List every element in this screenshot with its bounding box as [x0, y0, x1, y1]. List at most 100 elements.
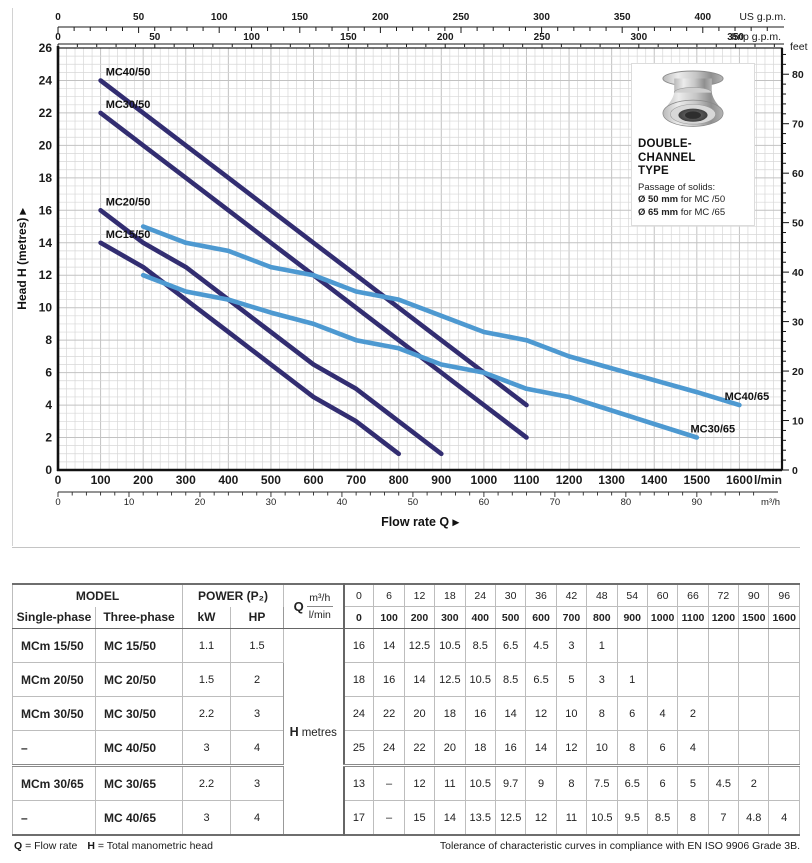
head-value: 18: [464, 730, 496, 766]
svg-text:100: 100: [243, 32, 260, 43]
svg-text:200: 200: [133, 473, 153, 487]
svg-text:500: 500: [261, 473, 281, 487]
svg-text:1400: 1400: [641, 473, 668, 487]
svg-text:16: 16: [39, 203, 53, 217]
svg-text:26: 26: [39, 41, 53, 55]
head-value: 18: [434, 696, 466, 731]
svg-text:2: 2: [45, 431, 52, 445]
head-value: 4: [768, 800, 800, 836]
power-hp: 4: [230, 800, 284, 836]
head-value: [677, 628, 709, 663]
head-value: 7: [707, 800, 740, 836]
head-value: 5: [555, 662, 588, 697]
head-value: 1: [616, 662, 648, 697]
curve-label-MC15-50: MC15/50: [106, 229, 151, 241]
m3h-tick: 30: [494, 583, 527, 607]
head-value: 6: [646, 764, 679, 801]
svg-text:80: 80: [792, 69, 804, 81]
head-value: 17: [342, 800, 375, 836]
head-value: 12: [555, 730, 588, 766]
svg-text:250: 250: [453, 12, 470, 23]
svg-text:20: 20: [195, 497, 206, 508]
m3h-tick: 90: [738, 583, 770, 607]
head-value: [738, 662, 770, 697]
lmin-tick: 1500: [738, 606, 770, 629]
power-kw: 2.2: [182, 696, 231, 731]
head-value: 2: [738, 764, 770, 801]
hp-header: HP: [230, 606, 284, 629]
head-value: [707, 662, 740, 697]
head-value: 3: [586, 662, 618, 697]
head-value: 8.5: [494, 662, 527, 697]
head-value: 12: [403, 764, 436, 801]
head-value: 20: [434, 730, 466, 766]
svg-text:1600: 1600: [726, 473, 753, 487]
svg-text:300: 300: [176, 473, 196, 487]
svg-text:300: 300: [630, 32, 647, 43]
head-value: –: [373, 800, 405, 836]
power-kw: 3: [182, 730, 231, 766]
svg-text:10: 10: [792, 416, 804, 428]
three-phase-header: Three-phase: [95, 606, 183, 629]
solids-size-mc50: Ø 50 mm for MC /50: [638, 193, 726, 205]
svg-text:700: 700: [346, 473, 366, 487]
head-value: 12.5: [494, 800, 527, 836]
single-phase-model: MCm 20/50: [12, 662, 96, 697]
m3h-tick: 48: [586, 583, 618, 607]
power-hp: 3: [230, 764, 284, 801]
curve-label-MC40-65: MC40/65: [725, 391, 770, 403]
head-value: 6.5: [494, 628, 527, 663]
power-kw: 1.5: [182, 662, 231, 697]
lmin-tick: 300: [434, 606, 466, 629]
svg-text:1000: 1000: [471, 473, 498, 487]
svg-text:50: 50: [149, 32, 161, 43]
table-header-row-2: Single-phase Three-phase kW HP 0 100 200 300 400…: [12, 606, 800, 629]
head-value: 8.5: [464, 628, 496, 663]
svg-text:m³/h: m³/h: [761, 497, 780, 508]
lmin-tick: 0: [342, 606, 375, 629]
head-value: 12.5: [434, 662, 466, 697]
svg-text:10: 10: [124, 497, 135, 508]
head-value: 2: [677, 696, 709, 731]
m3h-tick: 12: [403, 583, 436, 607]
svg-text:1100: 1100: [513, 473, 539, 487]
svg-text:600: 600: [304, 473, 324, 487]
lmin-tick: 500: [494, 606, 527, 629]
lmin-tick: 100: [373, 606, 405, 629]
m3h-tick: 72: [707, 583, 740, 607]
tolerance-note: Tolerance of characteristic curves in co…: [439, 840, 800, 852]
head-value: 12: [525, 696, 557, 731]
head-value: 8.5: [646, 800, 679, 836]
svg-text:0: 0: [45, 463, 52, 477]
head-value: 4.5: [525, 628, 557, 663]
head-value: 11: [434, 764, 466, 801]
curve-label-MC30-65: MC30/65: [691, 424, 736, 436]
head-value: 4.8: [738, 800, 770, 836]
m3h-tick: 0: [342, 583, 375, 607]
m3h-tick: 24: [464, 583, 496, 607]
svg-text:40: 40: [792, 267, 804, 279]
flow-head-definitions: Q = Flow rate H = Total manometric head: [14, 840, 213, 852]
head-value: 18: [342, 662, 375, 697]
pump-type-title: DOUBLE-CHANNEL TYPE: [638, 138, 696, 178]
svg-text:20: 20: [792, 366, 804, 378]
svg-text:US g.p.m.: US g.p.m.: [739, 11, 786, 23]
svg-text:400: 400: [218, 473, 238, 487]
head-value: 22: [403, 730, 436, 766]
power-kw: 1.1: [182, 628, 231, 663]
single-phase-model: –: [12, 800, 96, 836]
y-axis-title: Head H (metres) ▸: [15, 207, 29, 309]
single-phase-model: MCm 30/65: [12, 764, 96, 801]
m3h-tick: 42: [555, 583, 588, 607]
power-hp: 3: [230, 696, 284, 731]
head-value: 10.5: [586, 800, 618, 836]
head-value: 8: [586, 696, 618, 731]
head-value: 6.5: [616, 764, 648, 801]
three-phase-model: MC 40/50: [95, 730, 183, 766]
head-value: 4.5: [707, 764, 740, 801]
head-value: 1: [586, 628, 618, 663]
svg-text:60: 60: [792, 168, 804, 180]
power-header: POWER (P₂): [182, 583, 284, 607]
